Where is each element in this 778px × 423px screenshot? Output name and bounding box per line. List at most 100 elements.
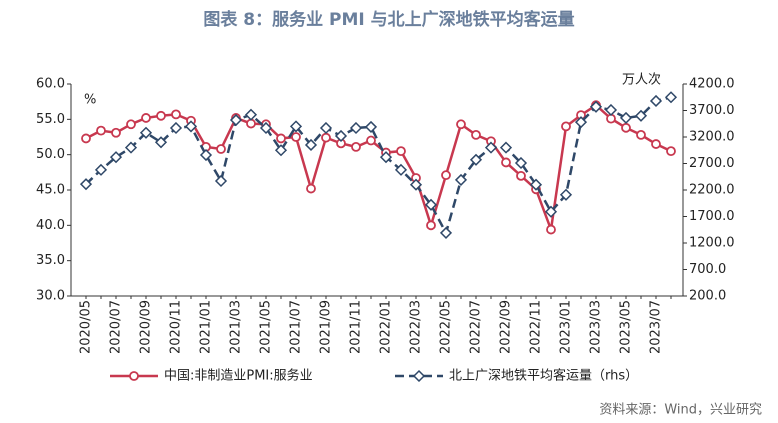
y-tick-label: 50.0 bbox=[36, 147, 65, 162]
x-tick-label: 2023/01 bbox=[559, 300, 574, 354]
point bbox=[469, 153, 483, 166]
y2-tick-label: 1700.0 bbox=[689, 209, 735, 224]
point bbox=[199, 148, 213, 162]
point bbox=[276, 133, 286, 144]
x-tick-label: 2022/05 bbox=[439, 300, 454, 354]
point bbox=[96, 125, 106, 136]
point bbox=[409, 178, 423, 191]
series-line bbox=[85, 96, 672, 237]
x-tick-label: 2021/11 bbox=[349, 300, 364, 354]
point bbox=[229, 113, 243, 127]
point bbox=[651, 139, 661, 149]
x-tick-label: 2020/11 bbox=[169, 300, 184, 354]
point bbox=[94, 163, 108, 176]
point bbox=[379, 151, 393, 164]
point bbox=[666, 146, 676, 157]
y-tick-label: 55.0 bbox=[36, 112, 65, 127]
x-tick-label: 2021/07 bbox=[289, 300, 304, 354]
legend-marker bbox=[412, 369, 426, 383]
x-tick-label: 2021/09 bbox=[319, 300, 334, 354]
point bbox=[214, 174, 228, 188]
x-tick-label: 2020/05 bbox=[79, 300, 94, 354]
x-tick-label: 2023/05 bbox=[619, 300, 634, 354]
y-tick-label: 40.0 bbox=[36, 218, 65, 233]
x-tick-label: 2022/03 bbox=[409, 300, 424, 354]
chart-title: 图表 8：服务业 PMI 与北上广深地铁平均客运量 bbox=[203, 9, 574, 30]
y2-tick-label: 3700.0 bbox=[689, 103, 735, 118]
point bbox=[544, 205, 558, 218]
point bbox=[426, 220, 436, 231]
point bbox=[126, 119, 136, 130]
x-tick-label: 2021/01 bbox=[199, 300, 214, 354]
point bbox=[546, 224, 556, 235]
point bbox=[274, 144, 288, 157]
point bbox=[124, 141, 138, 154]
point bbox=[109, 151, 123, 164]
legend-marker bbox=[129, 371, 139, 381]
point bbox=[456, 119, 466, 130]
y-tick-label: 60.0 bbox=[36, 77, 65, 92]
point bbox=[589, 100, 603, 113]
point bbox=[364, 120, 378, 133]
x-tick-label: 2022/07 bbox=[469, 300, 484, 354]
y2-tick-label: 200.0 bbox=[689, 289, 726, 304]
point bbox=[321, 132, 331, 143]
y-unit: % bbox=[84, 93, 96, 108]
point bbox=[424, 198, 438, 211]
point bbox=[514, 156, 528, 170]
point bbox=[289, 120, 303, 133]
point bbox=[441, 170, 451, 181]
y2-tick-label: 2700.0 bbox=[689, 156, 735, 171]
y2-tick-label: 2200.0 bbox=[689, 183, 735, 198]
source: 资料来源：Wind，兴业研究 bbox=[599, 403, 762, 418]
y-tick-label: 45.0 bbox=[36, 183, 65, 198]
point bbox=[334, 129, 348, 143]
point bbox=[366, 135, 376, 146]
point bbox=[471, 129, 481, 140]
point bbox=[169, 121, 183, 135]
point bbox=[81, 133, 91, 144]
point bbox=[291, 132, 301, 142]
point bbox=[604, 103, 618, 117]
point bbox=[396, 146, 406, 157]
point bbox=[139, 126, 153, 139]
y2-tick-label: 700.0 bbox=[689, 262, 726, 277]
point bbox=[559, 188, 573, 201]
point bbox=[306, 183, 316, 194]
legend-label: 北上广深地铁平均客运量（rhs） bbox=[449, 368, 638, 384]
point bbox=[154, 136, 168, 149]
point bbox=[349, 121, 363, 135]
y2-tick-label: 1200.0 bbox=[689, 236, 735, 251]
x-tick-label: 2021/05 bbox=[259, 300, 274, 354]
x-tick-label: 2022/09 bbox=[499, 300, 514, 354]
point bbox=[621, 122, 631, 133]
series-line bbox=[85, 103, 672, 231]
x-tick-label: 2023/07 bbox=[649, 300, 664, 354]
point bbox=[574, 116, 588, 129]
point bbox=[499, 141, 513, 154]
point bbox=[216, 144, 226, 154]
point bbox=[529, 178, 543, 191]
point bbox=[184, 120, 198, 133]
point bbox=[454, 173, 468, 186]
point bbox=[394, 163, 408, 176]
x-tick-label: 2023/03 bbox=[589, 300, 604, 354]
point bbox=[171, 109, 181, 120]
point bbox=[634, 109, 648, 122]
x-tick-label: 2020/07 bbox=[109, 300, 124, 354]
x-tick-label: 2022/11 bbox=[529, 300, 544, 354]
point bbox=[484, 141, 498, 154]
point bbox=[664, 91, 678, 104]
point bbox=[351, 141, 361, 152]
y2-unit: 万人次 bbox=[622, 72, 661, 88]
point bbox=[111, 127, 121, 138]
point bbox=[244, 108, 258, 121]
y-tick-label: 30.0 bbox=[36, 289, 65, 304]
x-tick-label: 2020/09 bbox=[139, 300, 154, 354]
point bbox=[141, 113, 151, 123]
point bbox=[619, 111, 633, 124]
point bbox=[304, 138, 318, 152]
y2-tick-label: 4200.0 bbox=[689, 77, 735, 92]
point bbox=[79, 178, 93, 191]
point bbox=[156, 110, 166, 121]
